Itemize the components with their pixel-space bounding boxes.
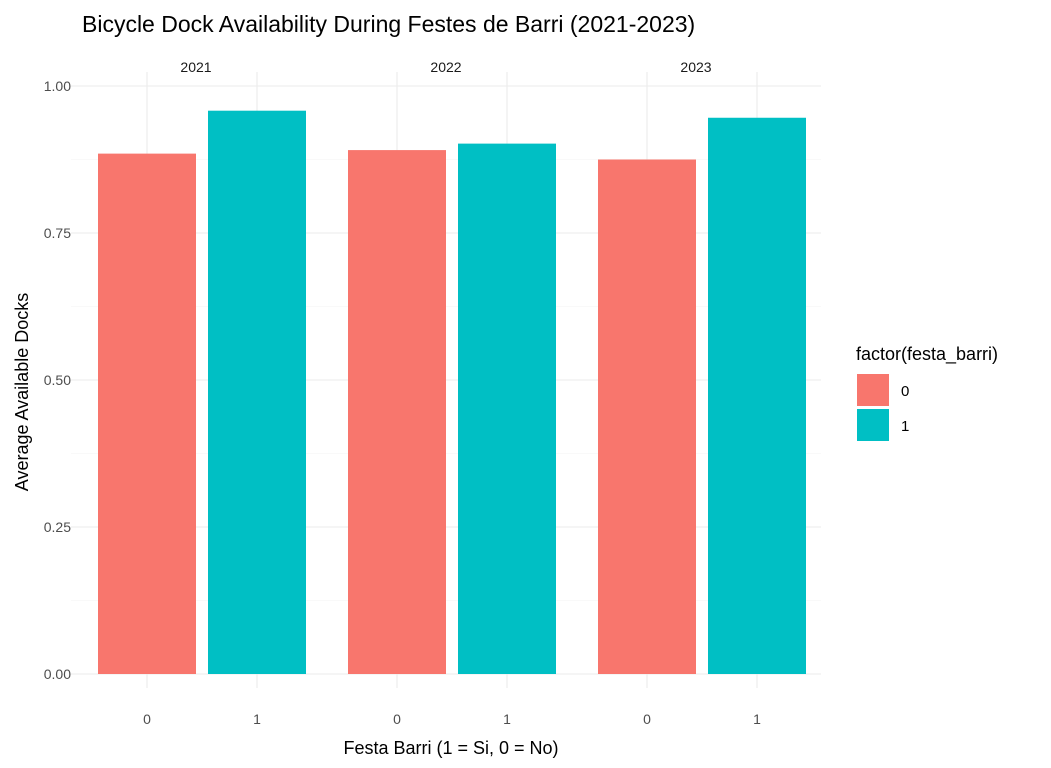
- y-axis-title: Average Available Docks: [12, 293, 32, 491]
- facet-panel-2022: 2022 0 1: [321, 59, 571, 727]
- bar-2023-1: [708, 117, 806, 674]
- y-tick-label: 0.25: [44, 519, 71, 535]
- y-axis-ticks: 0.00 0.25 0.50 0.75 1.00: [44, 78, 71, 682]
- legend-label: 0: [901, 383, 909, 400]
- x-tick-label: 1: [503, 711, 511, 727]
- legend: factor(festa_barri) 0 1: [856, 344, 998, 441]
- y-tick-label: 0.75: [44, 225, 71, 241]
- x-tick-label: 1: [753, 711, 761, 727]
- facet-panel-2023: 2023 0 1: [571, 59, 821, 727]
- facet-strip-label: 2023: [680, 59, 711, 75]
- x-axis-title: Festa Barri (1 = Si, 0 = No): [343, 738, 558, 758]
- facet-strip-label: 2022: [430, 59, 461, 75]
- x-tick-label: 0: [643, 711, 651, 727]
- facet-panels: 2021 0 1 2022 0 1 2023 0 1: [71, 59, 821, 727]
- bar-2021-1: [208, 110, 306, 675]
- y-tick-label: 0.50: [44, 372, 71, 388]
- x-tick-label: 1: [253, 711, 261, 727]
- y-tick-label: 0.00: [44, 666, 71, 682]
- legend-key-1: [857, 409, 889, 441]
- x-tick-label: 0: [393, 711, 401, 727]
- x-tick-label: 0: [143, 711, 151, 727]
- chart-title: Bicycle Dock Availability During Festes …: [82, 11, 695, 37]
- bar-2022-0: [348, 150, 446, 675]
- legend-key-0: [857, 374, 889, 406]
- bar-2022-1: [458, 143, 556, 674]
- facet-strip-label: 2021: [180, 59, 211, 75]
- y-tick-label: 1.00: [44, 78, 71, 94]
- legend-label: 1: [901, 418, 909, 435]
- bar-2021-0: [98, 153, 196, 674]
- bar-2023-0: [598, 159, 696, 674]
- facet-panel-2021: 2021 0 1: [71, 59, 321, 727]
- legend-title: factor(festa_barri): [856, 344, 998, 365]
